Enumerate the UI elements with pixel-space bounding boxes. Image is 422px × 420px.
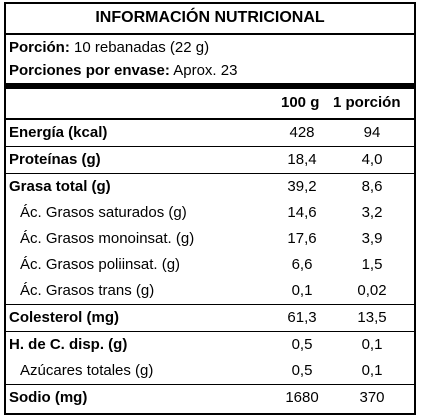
nutrient-name: Grasa total (g) (9, 178, 111, 195)
nutrient-value-portion: 8,6 (361, 178, 383, 195)
nutrient-row: Colesterol (mg) 61,3 13,5 (6, 304, 414, 331)
panel-title: INFORMACIÓN NUTRICIONAL (6, 4, 414, 35)
nutrient-name: Ác. Grasos poliinsat. (g) (20, 256, 181, 273)
nutrient-name: Proteínas (g) (9, 151, 101, 168)
portion-label: Porción: (9, 39, 70, 56)
nutrient-row: Ác. Grasos saturados (g) 14,6 3,2 (6, 200, 414, 226)
nutrient-row: Ác. Grasos trans (g) 0,1 0,02 (6, 278, 414, 304)
column-header-100g: 100 g (281, 94, 320, 111)
nutrient-value-portion: 3,9 (361, 230, 383, 247)
thick-divider (6, 83, 414, 89)
column-header-row: 100 g 1 porción (6, 89, 414, 120)
nutrient-name: Colesterol (mg) (9, 309, 120, 326)
nutrient-name: Sodio (mg) (9, 389, 88, 406)
nutrient-row: Ác. Grasos monoinsat. (g) 17,6 3,9 (6, 226, 414, 252)
nutrient-value-portion: 0,1 (361, 362, 383, 379)
nutrient-name: H. de C. disp. (g) (9, 336, 128, 353)
nutrient-name: Ác. Grasos trans (g) (20, 282, 155, 299)
nutrient-value-100g: 17,6 (287, 230, 317, 247)
nutrition-facts-panel: INFORMACIÓN NUTRICIONAL Porción: 10 reba… (4, 2, 416, 415)
nutrient-value-100g: 1680 (285, 389, 319, 406)
nutrient-row: Energía (kcal) 428 94 (6, 120, 414, 146)
nutrient-row: H. de C. disp. (g) 0,5 0,1 (6, 331, 414, 358)
nutrient-value-100g: 0,1 (291, 282, 313, 299)
nutrient-rows: Energía (kcal) 428 94 Proteínas (g) 18,4 4,0 G… (6, 120, 414, 411)
portion-value: 10 rebanadas (22 g) (74, 39, 210, 56)
nutrient-value-100g: 0,5 (291, 336, 313, 353)
column-header-portion: 1 porción (333, 94, 401, 111)
portion-line: Porción: 10 rebanadas (22 g) (9, 39, 209, 56)
servings-per-container-line: Porciones por envase: Aprox. 23 (9, 62, 237, 79)
nutrient-row: Proteínas (g) 18,4 4,0 (6, 146, 414, 173)
nutrient-name: Ác. Grasos saturados (g) (20, 204, 187, 221)
nutrient-value-portion: 13,5 (357, 309, 387, 326)
nutrient-row: Azúcares totales (g) 0,5 0,1 (6, 358, 414, 384)
nutrient-value-100g: 0,5 (291, 362, 313, 379)
nutrient-name: Energía (kcal) (9, 124, 108, 141)
nutrient-value-portion: 3,2 (361, 204, 383, 221)
nutrient-value-100g: 18,4 (287, 151, 317, 168)
nutrient-value-portion: 0,1 (361, 336, 383, 353)
nutrient-value-portion: 0,02 (357, 282, 387, 299)
nutrient-value-portion: 94 (363, 124, 381, 141)
nutrient-row: Grasa total (g) 39,2 8,6 (6, 173, 414, 200)
nutrient-value-100g: 61,3 (287, 309, 317, 326)
nutrient-row: Ác. Grasos poliinsat. (g) 6,6 1,5 (6, 252, 414, 278)
nutrient-row: Sodio (mg) 1680 370 (6, 384, 414, 411)
nutrient-value-portion: 4,0 (361, 151, 383, 168)
serving-info: Porción: 10 rebanadas (22 g) Porciones p… (6, 35, 414, 91)
nutrient-value-100g: 428 (289, 124, 315, 141)
nutrient-name: Azúcares totales (g) (20, 362, 154, 379)
nutrient-value-portion: 1,5 (361, 256, 383, 273)
servings-per-container-value: Aprox. 23 (173, 62, 238, 79)
nutrient-value-100g: 39,2 (287, 178, 317, 195)
nutrient-value-100g: 14,6 (287, 204, 317, 221)
nutrient-value-100g: 6,6 (291, 256, 313, 273)
nutrient-name: Ác. Grasos monoinsat. (g) (20, 230, 195, 247)
nutrient-value-portion: 370 (359, 389, 385, 406)
servings-per-container-label: Porciones por envase: (9, 62, 170, 79)
